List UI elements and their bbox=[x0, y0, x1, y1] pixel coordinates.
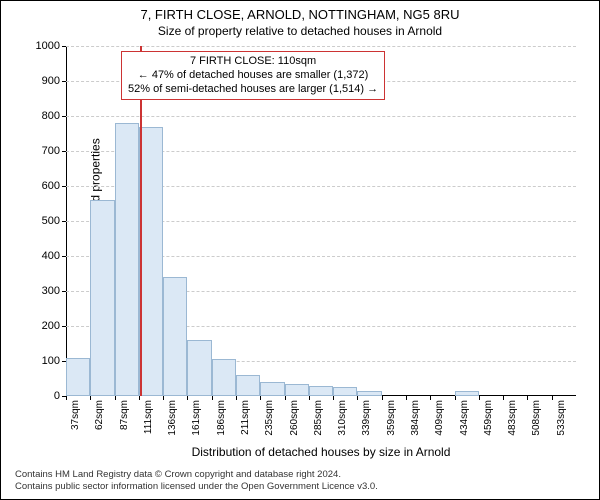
x-tick-mark bbox=[430, 396, 431, 400]
y-tick-label: 0 bbox=[54, 390, 60, 402]
bar bbox=[236, 375, 260, 396]
bar bbox=[212, 359, 236, 396]
x-tick-mark bbox=[66, 396, 67, 400]
x-tick-label: 211sqm bbox=[240, 400, 251, 435]
x-tick-mark bbox=[382, 396, 383, 400]
grid-line bbox=[66, 116, 576, 117]
x-tick-mark bbox=[260, 396, 261, 400]
x-tick-label: 111sqm bbox=[143, 400, 154, 434]
bar bbox=[455, 391, 479, 396]
y-tick-label: 400 bbox=[42, 250, 60, 262]
chart-title-line2: Size of property relative to detached ho… bbox=[1, 24, 599, 38]
y-tick-mark bbox=[62, 256, 66, 257]
annotation-box: 7 FIRTH CLOSE: 110sqm ← 47% of detached … bbox=[121, 51, 385, 100]
y-tick-label: 100 bbox=[42, 355, 60, 367]
x-tick-mark bbox=[527, 396, 528, 400]
y-tick-label: 900 bbox=[42, 75, 60, 87]
y-tick-label: 800 bbox=[42, 110, 60, 122]
y-tick-mark bbox=[62, 151, 66, 152]
x-tick-mark bbox=[285, 396, 286, 400]
x-axis-label: Distribution of detached houses by size … bbox=[66, 445, 576, 459]
x-tick-label: 87sqm bbox=[119, 400, 130, 430]
x-tick-mark bbox=[90, 396, 91, 400]
grid-line bbox=[66, 46, 576, 47]
bar bbox=[187, 340, 211, 396]
bar bbox=[357, 391, 381, 396]
y-tick-label: 500 bbox=[42, 215, 60, 227]
x-tick-label: 409sqm bbox=[434, 400, 445, 436]
x-tick-mark bbox=[309, 396, 310, 400]
bar bbox=[285, 384, 309, 396]
x-tick-label: 136sqm bbox=[167, 400, 178, 436]
y-tick-label: 200 bbox=[42, 320, 60, 332]
x-tick-label: 37sqm bbox=[70, 400, 81, 430]
x-tick-label: 384sqm bbox=[410, 400, 421, 436]
x-tick-label: 310sqm bbox=[337, 400, 348, 436]
y-tick-label: 300 bbox=[42, 285, 60, 297]
bar bbox=[309, 386, 333, 397]
x-tick-label: 434sqm bbox=[459, 400, 470, 436]
y-tick-mark bbox=[62, 291, 66, 292]
x-tick-label: 483sqm bbox=[507, 400, 518, 436]
x-tick-mark bbox=[479, 396, 480, 400]
y-tick-label: 600 bbox=[42, 180, 60, 192]
x-tick-mark bbox=[406, 396, 407, 400]
chart-container: 7, FIRTH CLOSE, ARNOLD, NOTTINGHAM, NG5 … bbox=[0, 0, 600, 500]
footer: Contains HM Land Registry data © Crown c… bbox=[15, 469, 378, 493]
y-tick-mark bbox=[62, 326, 66, 327]
x-tick-label: 459sqm bbox=[483, 400, 494, 436]
x-tick-label: 161sqm bbox=[191, 400, 202, 436]
annotation-line3: 52% of semi-detached houses are larger (… bbox=[128, 83, 378, 97]
x-tick-label: 62sqm bbox=[94, 400, 105, 430]
bar bbox=[90, 200, 114, 396]
x-tick-mark bbox=[455, 396, 456, 400]
bar bbox=[139, 127, 163, 397]
bar bbox=[163, 277, 187, 396]
y-tick-label: 1000 bbox=[36, 40, 60, 52]
footer-line1: Contains HM Land Registry data © Crown c… bbox=[15, 469, 378, 481]
annotation-line2: ← 47% of detached houses are smaller (1,… bbox=[128, 69, 378, 83]
bar bbox=[66, 358, 90, 397]
x-tick-label: 339sqm bbox=[361, 400, 372, 436]
x-tick-mark bbox=[333, 396, 334, 400]
x-tick-mark bbox=[163, 396, 164, 400]
x-tick-label: 235sqm bbox=[264, 400, 275, 436]
x-tick-label: 359sqm bbox=[386, 400, 397, 436]
x-tick-label: 508sqm bbox=[531, 400, 542, 436]
y-tick-mark bbox=[62, 46, 66, 47]
x-tick-label: 533sqm bbox=[556, 400, 567, 436]
x-tick-label: 260sqm bbox=[289, 400, 300, 436]
bar bbox=[260, 382, 284, 396]
x-tick-mark bbox=[236, 396, 237, 400]
x-tick-label: 186sqm bbox=[216, 400, 227, 436]
y-tick-mark bbox=[62, 186, 66, 187]
y-tick-label: 700 bbox=[42, 145, 60, 157]
x-tick-mark bbox=[187, 396, 188, 400]
x-tick-mark bbox=[115, 396, 116, 400]
y-tick-mark bbox=[62, 116, 66, 117]
bar bbox=[115, 123, 139, 396]
bar bbox=[333, 387, 357, 396]
y-tick-mark bbox=[62, 81, 66, 82]
x-tick-mark bbox=[357, 396, 358, 400]
annotation-line1: 7 FIRTH CLOSE: 110sqm bbox=[128, 55, 378, 69]
x-tick-label: 285sqm bbox=[313, 400, 324, 436]
x-tick-mark bbox=[212, 396, 213, 400]
y-tick-mark bbox=[62, 221, 66, 222]
x-tick-mark bbox=[139, 396, 140, 400]
x-tick-mark bbox=[503, 396, 504, 400]
x-tick-mark bbox=[552, 396, 553, 400]
chart-title-line1: 7, FIRTH CLOSE, ARNOLD, NOTTINGHAM, NG5 … bbox=[1, 7, 599, 22]
footer-line2: Contains public sector information licen… bbox=[15, 481, 378, 493]
